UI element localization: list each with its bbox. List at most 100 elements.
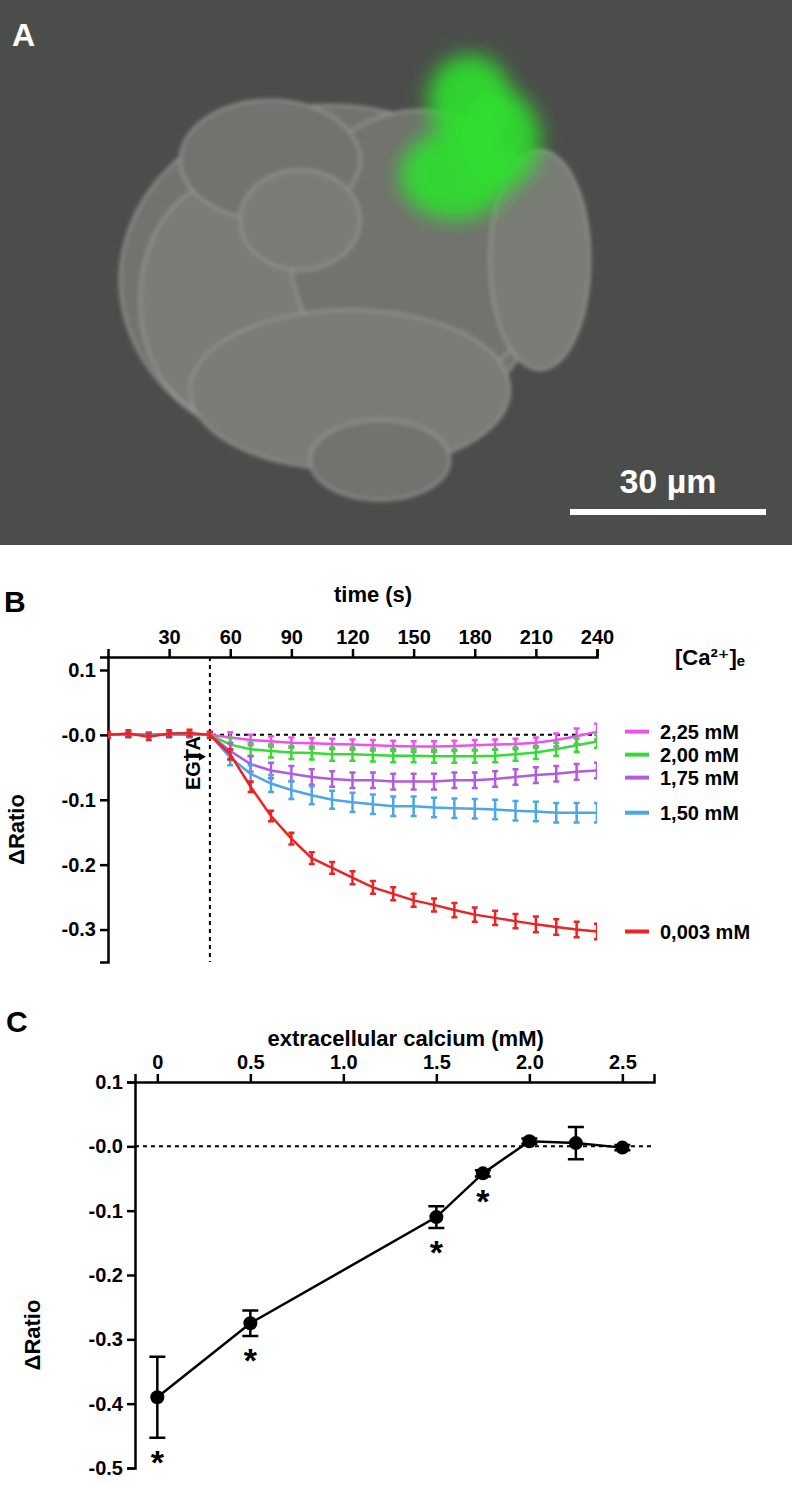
tick-mark — [529, 1074, 532, 1082]
series-line — [108, 733, 597, 932]
significance-marker: * — [151, 1443, 165, 1481]
tick-label: 1.5 — [423, 1051, 451, 1073]
tick-label: -0.1 — [62, 789, 96, 811]
tick-label: -0.1 — [89, 1200, 123, 1222]
error-bar — [309, 786, 315, 804]
tick: -0.3 — [89, 1328, 135, 1350]
tick-label: 90 — [281, 626, 303, 648]
scale-bar — [570, 509, 766, 515]
axis-line — [136, 1074, 655, 1083]
tick-mark — [100, 734, 108, 737]
tick-label: 150 — [397, 626, 430, 648]
annotation-line — [209, 657, 211, 962]
tick-mark — [413, 649, 416, 657]
significance-marker: * — [244, 1341, 258, 1379]
tick: 1.5 — [423, 1051, 451, 1082]
fluorescence — [400, 55, 540, 220]
error-bar — [248, 743, 254, 756]
y-axis-title: ΔRatio — [20, 1300, 45, 1371]
y-axis: 0.1-0.0-0.1-0.2-0.3-0.4-0.5 — [89, 1071, 136, 1479]
tick-mark — [127, 1467, 135, 1470]
tick-mark — [535, 649, 538, 657]
error-bar — [268, 745, 274, 758]
data-point — [615, 1141, 629, 1155]
fluorescent-cell — [460, 90, 540, 190]
data-point — [569, 1136, 583, 1150]
tick-mark — [100, 669, 108, 672]
error-bar — [513, 769, 519, 785]
series — [108, 733, 597, 789]
legend-label: 2,25 mM — [660, 721, 739, 743]
tick-mark — [157, 1074, 160, 1082]
error-bar — [553, 766, 559, 782]
error-bar — [108, 732, 111, 738]
error-bar — [329, 862, 335, 874]
error-bar — [553, 803, 559, 822]
tick-label: 210 — [520, 626, 553, 648]
error-bar — [594, 735, 597, 748]
series — [108, 732, 597, 822]
tick-label: 120 — [336, 626, 369, 648]
error-bar — [125, 730, 131, 736]
significance-marker: * — [430, 1233, 444, 1271]
error-bar — [492, 749, 498, 762]
error-bar — [146, 734, 152, 740]
legend-swatch — [625, 930, 649, 934]
cell-part — [240, 170, 360, 270]
plot-area — [149, 1127, 630, 1438]
tick-label: -0.3 — [62, 918, 96, 940]
tick-label: 0 — [152, 1051, 163, 1073]
error-bar — [568, 1127, 584, 1159]
legend-swatch — [625, 811, 649, 815]
tick-mark — [100, 864, 108, 867]
error-bar — [350, 748, 356, 761]
error-bar — [248, 765, 254, 782]
error-bar — [370, 773, 376, 789]
series — [108, 733, 597, 763]
error-bar — [574, 803, 580, 822]
tick: 210 — [520, 626, 553, 657]
tick-mark — [343, 1074, 346, 1082]
chart-panel: 3060901201501802102400.1-0.0-0.1-0.2-0.3… — [4, 582, 750, 963]
tick: 60 — [220, 626, 242, 657]
legend-label: 1,75 mM — [660, 767, 739, 789]
legend-label: 2,00 mM — [660, 744, 739, 766]
error-bar — [513, 914, 519, 928]
series — [149, 1127, 630, 1438]
data-point — [243, 1316, 257, 1330]
tick: 2.0 — [516, 1051, 544, 1082]
error-bar — [574, 764, 580, 780]
tick: 240 — [581, 626, 614, 657]
error-bar — [594, 803, 597, 822]
error-bar — [370, 881, 376, 894]
tick-mark — [127, 1210, 135, 1213]
error-bar — [329, 748, 335, 761]
tick: 0.1 — [95, 1071, 135, 1093]
tick: -0.1 — [62, 789, 108, 811]
tick-mark — [291, 649, 294, 657]
x-axis-title: time (s) — [334, 582, 412, 607]
data-point — [476, 1166, 490, 1180]
tick-label: 240 — [581, 626, 614, 648]
tick-label: 2.0 — [516, 1051, 544, 1073]
error-bar — [451, 773, 457, 789]
error-bar — [492, 771, 498, 787]
tick-label: -0.0 — [89, 1135, 123, 1157]
error-bar — [594, 924, 597, 940]
tick-label: -0.5 — [89, 1457, 123, 1479]
tick-label: -0.2 — [62, 854, 96, 876]
tick-mark — [622, 1074, 625, 1082]
error-bar — [451, 750, 457, 763]
chart-panel: 00.51.01.52.02.50.1-0.0-0.1-0.2-0.3-0.4-… — [6, 1005, 655, 1481]
error-bar — [187, 730, 193, 736]
error-bar — [390, 797, 396, 816]
error-bar — [451, 903, 457, 917]
axis-line — [100, 658, 109, 963]
error-bar — [268, 775, 274, 792]
tick: -0.2 — [62, 854, 108, 876]
tick-label: 60 — [220, 626, 242, 648]
legend-swatch — [625, 753, 649, 757]
tick-label: 0.1 — [68, 659, 96, 681]
annotation-label: EGTA — [182, 736, 204, 790]
error-bar — [411, 774, 417, 790]
